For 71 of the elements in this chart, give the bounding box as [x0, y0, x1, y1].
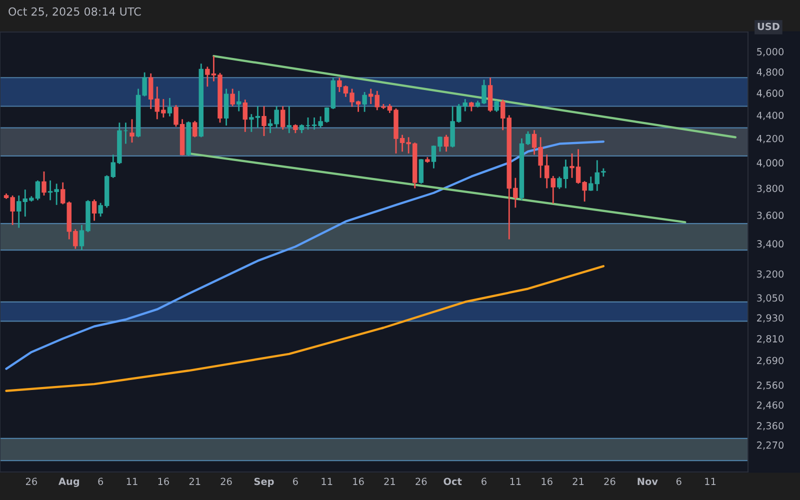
- y-tick-label: 4,600: [756, 90, 784, 98]
- x-tick-label: 11: [510, 478, 521, 485]
- x-tick-label: 16: [353, 478, 364, 486]
- y-tick-label: 2,810: [757, 335, 784, 344]
- candlestick: [192, 120, 198, 138]
- candlestick: [130, 118, 134, 144]
- x-tick-label: 26: [604, 478, 616, 486]
- x-tick-label: 11: [705, 478, 716, 485]
- candlestick: [594, 160, 600, 192]
- candlestick: [224, 88, 229, 126]
- line-series: [5, 140, 605, 370]
- y-tick-label: 4,000: [756, 159, 784, 168]
- y-tick-label: 3,400: [757, 240, 784, 248]
- candlestick: [550, 175, 556, 204]
- y-tick-label: 4,400: [756, 112, 784, 120]
- candlestick: [60, 182, 66, 205]
- x-tick-label: 21: [572, 478, 584, 485]
- y-tick-label: 2,360: [757, 422, 784, 430]
- candlestick: [494, 100, 499, 113]
- y-tick-label: 3,200: [757, 270, 784, 279]
- candlestick: [280, 106, 286, 130]
- candlestick: [242, 98, 248, 133]
- x-tick-label: 11: [126, 478, 138, 485]
- x-tick-label: Sep: [254, 478, 274, 487]
- y-tick-label: 4,800: [756, 68, 784, 77]
- candlestick: [262, 106, 266, 137]
- x-tick-label: 16: [158, 478, 169, 486]
- candlestick: [462, 98, 468, 112]
- text: Oct 25, 2025 08:14 UTC: [8, 7, 141, 17]
- y-tick-label: 2,930: [757, 314, 784, 323]
- line-series: [5, 265, 605, 392]
- y-tick-label: 3,600: [757, 212, 784, 220]
- candlestick: [42, 170, 46, 196]
- x-tick-label: 6: [293, 478, 298, 486]
- candlestick: [544, 154, 550, 189]
- x-tick-label: 26: [416, 478, 427, 486]
- y-tick-label: 2,270: [757, 441, 784, 450]
- y-tick-label: 4,200: [756, 134, 784, 144]
- candlestick: [167, 97, 172, 118]
- candlestick: [469, 101, 474, 112]
- y-axis-title: USD: [758, 22, 780, 30]
- candlestick: [148, 72, 154, 110]
- candlestick: [236, 90, 242, 112]
- x-tick-label: Oct: [444, 478, 462, 486]
- y-tick-label: 3,050: [757, 294, 784, 303]
- candlestick: [588, 176, 594, 192]
- x-tick-label: 11: [322, 478, 332, 485]
- y-tick-label: 2,690: [757, 356, 784, 366]
- candlestick: [16, 194, 22, 229]
- x-tick-label: 6: [676, 478, 682, 486]
- x-tick-label: 26: [26, 478, 37, 486]
- y-tick-label: 2,560: [757, 382, 784, 390]
- candlestick: [92, 198, 97, 222]
- candlestick: [418, 158, 424, 184]
- x-tick-label: 16: [542, 478, 552, 486]
- candlestick: [444, 134, 449, 152]
- x-tick-label: Nov: [638, 478, 658, 486]
- candlestick: [500, 98, 506, 131]
- candlestick: [286, 106, 292, 134]
- x-tick-label: 6: [98, 478, 104, 486]
- candlestick: [362, 91, 367, 113]
- y-tick-label: 5,000: [757, 48, 784, 56]
- x-tick-label: Aug: [58, 478, 80, 487]
- y-tick-label: 3,800: [757, 184, 784, 194]
- x-tick-label: 26: [220, 478, 232, 486]
- x-tick-label: 21: [189, 478, 200, 485]
- x-tick-label: 21: [384, 478, 395, 485]
- x-tick-label: 6: [482, 478, 486, 486]
- y-tick-label: 2,460: [757, 401, 784, 410]
- candlestick: [368, 88, 374, 105]
- candlestick: [230, 88, 235, 107]
